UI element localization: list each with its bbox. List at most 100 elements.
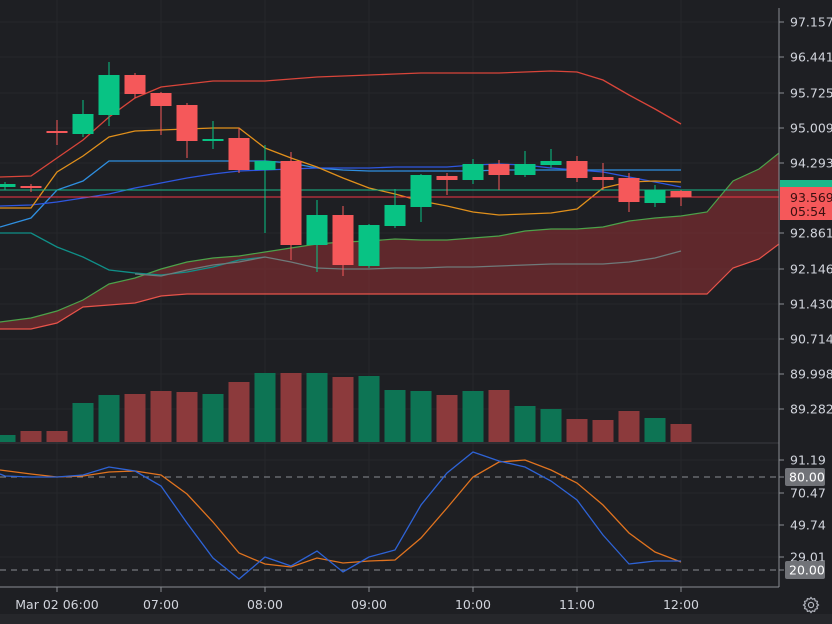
- gear-icon: [802, 596, 820, 614]
- time-tick-label: 10:00: [455, 597, 491, 612]
- time-tick-label: 11:00: [559, 597, 595, 612]
- candle[interactable]: [384, 189, 406, 228]
- volume-histogram: [0, 373, 692, 442]
- candle[interactable]: [20, 184, 42, 192]
- stoch-tick-label: 49.74: [790, 518, 826, 533]
- settings-button[interactable]: [800, 594, 822, 616]
- candle[interactable]: [644, 185, 666, 207]
- candle[interactable]: [540, 149, 562, 168]
- volume-bar: [202, 394, 224, 442]
- candle[interactable]: [98, 62, 120, 126]
- candle-body: [124, 75, 146, 94]
- price-tick-label: 94.293: [790, 156, 832, 171]
- candle[interactable]: [46, 120, 68, 145]
- candle-body: [72, 114, 94, 134]
- candle-body: [618, 178, 640, 202]
- candlestick-series[interactable]: [0, 62, 692, 276]
- volume-bar: [72, 403, 94, 442]
- candle-body: [514, 164, 536, 175]
- candle[interactable]: [462, 159, 484, 184]
- candle[interactable]: [514, 151, 536, 177]
- candle-body: [150, 93, 172, 106]
- volume-bar: [410, 391, 432, 442]
- current-price-label: 93.569: [790, 190, 832, 205]
- candle-body: [254, 161, 276, 170]
- stochastic-axis[interactable]: 91.19 70.47 49.74 29.01 80.00 20.00: [779, 453, 826, 580]
- volume-bar: [280, 373, 302, 442]
- time-tick-label: 09:00: [351, 597, 387, 612]
- stoch-tick-label: 70.47: [790, 486, 826, 501]
- candle[interactable]: [0, 182, 16, 190]
- candle[interactable]: [618, 173, 640, 212]
- candle[interactable]: [72, 100, 94, 137]
- volume-bar: [436, 395, 458, 442]
- candle[interactable]: [176, 103, 198, 158]
- ichimoku-cloud: [0, 152, 780, 330]
- volume-bar: [228, 382, 250, 442]
- volume-bar: [46, 431, 68, 442]
- volume-bar: [592, 420, 614, 442]
- candle[interactable]: [670, 190, 692, 206]
- candle-body: [644, 190, 666, 203]
- volume-bar: [514, 406, 536, 442]
- volume-bar: [540, 409, 562, 442]
- price-axis[interactable]: 97.157 96.441 95.725 95.009 94.293 92.861 92.1…: [779, 15, 832, 417]
- volume-bar: [150, 391, 172, 442]
- candle[interactable]: [592, 163, 614, 190]
- volume-bar: [566, 419, 588, 442]
- price-tick-label: 89.998: [790, 367, 832, 382]
- candle-body: [462, 164, 484, 180]
- candle[interactable]: [228, 128, 250, 173]
- time-tick-label: 07:00: [143, 597, 179, 612]
- candle[interactable]: [280, 152, 302, 260]
- candle[interactable]: [254, 145, 276, 233]
- volume-bar: [176, 392, 198, 442]
- candle[interactable]: [124, 73, 146, 98]
- candle[interactable]: [358, 224, 380, 268]
- volume-bar: [332, 377, 354, 442]
- candle-body: [0, 184, 16, 187]
- candle[interactable]: [566, 156, 588, 182]
- candle[interactable]: [306, 200, 328, 272]
- candle[interactable]: [436, 173, 458, 195]
- price-tick-label: 95.725: [790, 86, 832, 101]
- candle[interactable]: [332, 206, 354, 276]
- candle-body: [592, 177, 614, 180]
- candle[interactable]: [488, 160, 510, 190]
- candle-body: [306, 215, 328, 245]
- candle[interactable]: [202, 121, 224, 149]
- green-line-tag: [780, 180, 832, 190]
- price-tick-label: 92.861: [790, 226, 832, 241]
- candle[interactable]: [410, 174, 432, 222]
- volume-bar: [358, 376, 380, 442]
- stoch-level-box: [785, 561, 825, 579]
- volume-bar: [644, 418, 666, 442]
- volume-bar: [488, 390, 510, 442]
- candle-body: [670, 191, 692, 197]
- candle-body: [436, 176, 458, 180]
- candle-body: [98, 75, 120, 115]
- time-axis[interactable]: Mar 02 06:00 07:00 08:00 09:00 10:00 11:00 12:…: [15, 587, 699, 612]
- stoch-tick-label: 29.01: [790, 550, 826, 565]
- candle-body: [202, 139, 224, 141]
- price-tick-label: 91.430: [790, 297, 832, 312]
- bottom-strip: [0, 614, 832, 624]
- volume-bar: [306, 373, 328, 442]
- candle-body: [280, 161, 302, 245]
- price-tick-label: 95.009: [790, 121, 832, 136]
- volume-bar: [20, 431, 42, 442]
- candle-body: [46, 131, 68, 133]
- candle[interactable]: [150, 92, 172, 135]
- stoch-level-label: 80.00: [789, 470, 825, 485]
- stochastic-pane: [0, 451, 779, 580]
- stoch-tick-label: 91.19: [790, 453, 826, 468]
- volume-bar: [670, 424, 692, 442]
- candle-body: [176, 105, 198, 141]
- candle-body: [410, 175, 432, 207]
- time-tick-label: 08:00: [247, 597, 283, 612]
- gray-line-line: [134, 250, 682, 277]
- current-price-box: [780, 187, 832, 220]
- volume-bar: [618, 411, 640, 442]
